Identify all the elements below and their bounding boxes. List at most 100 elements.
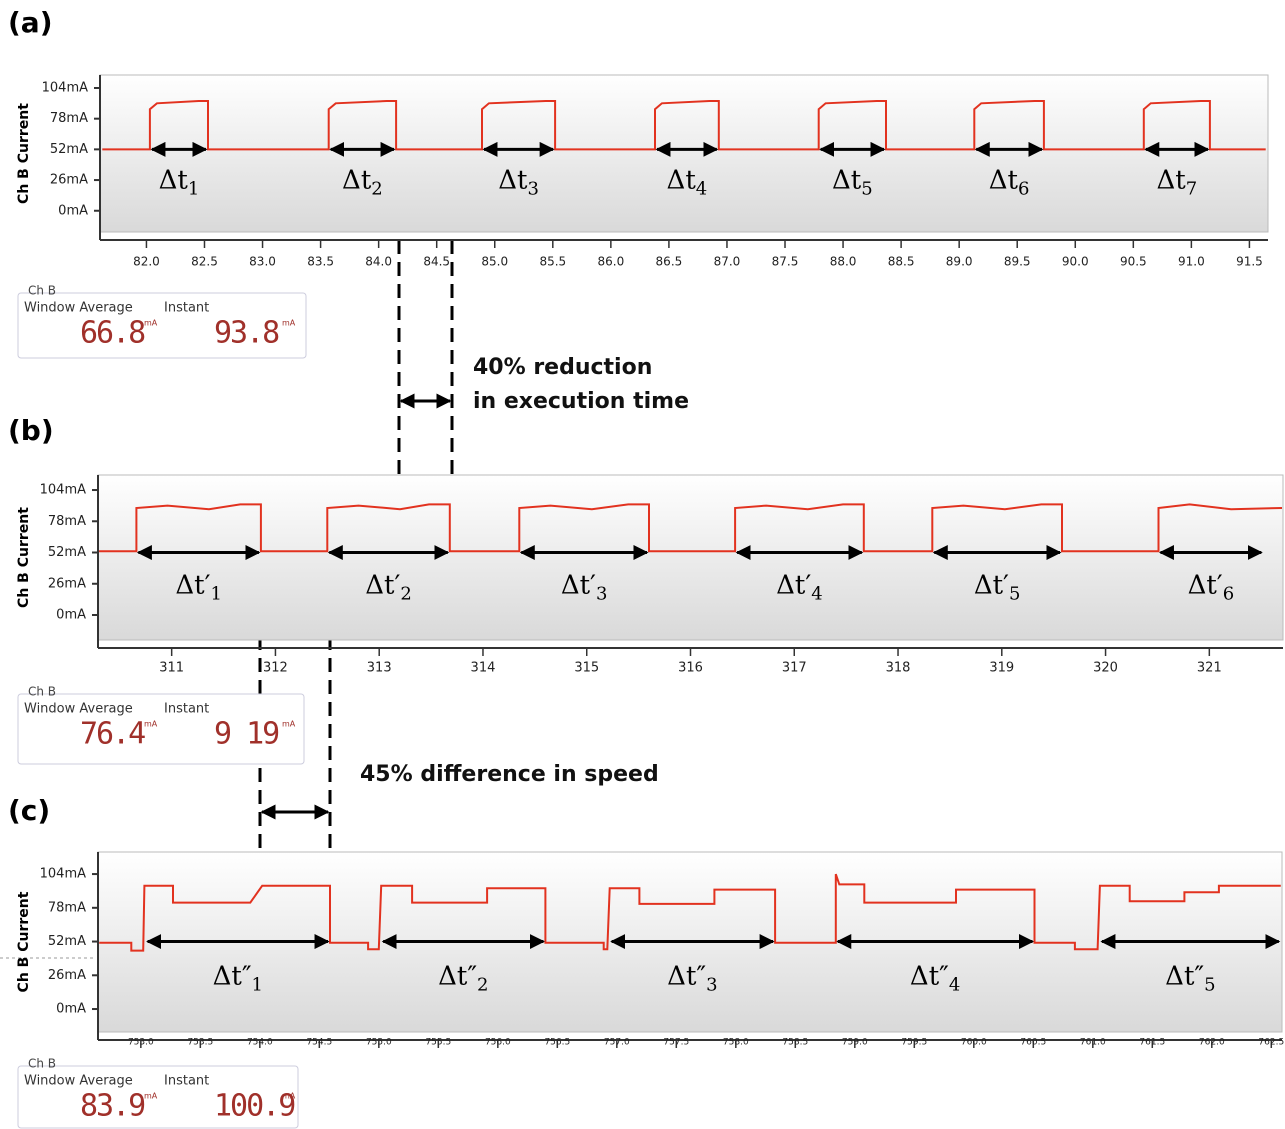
- interval-index: 1: [188, 178, 199, 199]
- x-tick-label: 88.5: [888, 255, 915, 269]
- interval-index: 5: [1204, 975, 1215, 996]
- interval-index: 5: [1009, 584, 1020, 605]
- y-tick-label: 78mA: [50, 111, 88, 126]
- x-tick-label: 317: [782, 661, 807, 676]
- interval-symbol: Δt′: [365, 571, 400, 601]
- x-tick-label: 319: [989, 661, 1014, 676]
- meter-label: Window Average: [24, 702, 133, 717]
- x-tick-label: 755.0: [366, 1038, 392, 1048]
- interval-index: 5: [861, 178, 872, 199]
- meter-instant: 93.8: [214, 316, 279, 351]
- x-tick-label: 321: [1197, 661, 1222, 676]
- interval-index: 3: [596, 584, 607, 605]
- x-tick-label: 757.0: [604, 1038, 630, 1048]
- interval-symbol: Δt′: [175, 571, 210, 601]
- x-tick-label: 313: [367, 661, 392, 676]
- y-axis-title: Ch B Current: [16, 891, 32, 992]
- interval-symbol: Δt′: [1188, 571, 1223, 601]
- x-tick-label: 758.0: [723, 1038, 749, 1048]
- y-axis-title: Ch B Current: [16, 507, 32, 608]
- y-tick-label: 0mA: [56, 608, 86, 623]
- x-tick-label: 759.0: [842, 1038, 868, 1048]
- x-tick-label: 82.0: [133, 255, 160, 269]
- page: 40% reduction in execution time 45% diff…: [0, 0, 1285, 1129]
- interval-symbol: Δt′: [561, 571, 596, 601]
- meter-label: Instant: [164, 1074, 209, 1089]
- interval-symbol: Δt: [832, 165, 862, 195]
- x-tick-label: 762.5: [1258, 1038, 1284, 1048]
- x-tick-label: 759.5: [901, 1038, 927, 1048]
- panel-label: (b): [8, 414, 54, 447]
- x-tick-label: 83.0: [249, 255, 276, 269]
- interval-symbol: Δt: [667, 165, 697, 195]
- x-tick-label: 314: [471, 661, 496, 676]
- y-tick-label: 78mA: [48, 514, 86, 529]
- y-axis-title: Ch B Current: [16, 103, 32, 204]
- x-tick-label: 85.5: [539, 255, 566, 269]
- x-tick-label: 90.5: [1120, 255, 1147, 269]
- interval-index: 2: [400, 584, 411, 605]
- y-tick-label: 26mA: [48, 576, 86, 591]
- x-tick-label: 318: [886, 661, 911, 676]
- x-tick-label: 89.0: [946, 255, 973, 269]
- interval-symbol: Δt′: [974, 571, 1009, 601]
- x-tick-label: 85.0: [481, 255, 508, 269]
- y-tick-label: 52mA: [50, 142, 88, 157]
- note: in execution time: [473, 389, 689, 414]
- interval-index: 2: [371, 178, 382, 199]
- meter-unit: mA: [282, 1092, 296, 1101]
- x-tick-label: 84.5: [423, 255, 450, 269]
- y-tick-label: 0mA: [56, 1002, 86, 1017]
- x-tick-label: 756.5: [544, 1038, 570, 1048]
- meter-label: Window Average: [24, 301, 133, 316]
- interval-index: 1: [252, 975, 263, 996]
- interval-symbol: Δt″: [667, 962, 706, 992]
- x-tick-label: 88.0: [830, 255, 857, 269]
- x-tick-label: 84.0: [365, 255, 392, 269]
- plot-area: [100, 75, 1268, 232]
- interval-index: 3: [527, 178, 538, 199]
- interval-index: 6: [1223, 584, 1234, 605]
- x-tick-label: 320: [1093, 661, 1118, 676]
- x-tick-label: 754.5: [306, 1038, 332, 1048]
- meter-unit: mA: [282, 720, 296, 729]
- interval-symbol: Δt″: [910, 962, 949, 992]
- x-tick-label: 87.5: [772, 255, 799, 269]
- x-tick-label: 89.5: [1004, 255, 1031, 269]
- interval-index: 7: [1186, 178, 1197, 199]
- interval-index: 3: [706, 975, 717, 996]
- y-tick-label: 52mA: [48, 934, 86, 949]
- interval-symbol: Δt: [159, 165, 189, 195]
- meter-unit: mA: [144, 1092, 158, 1101]
- meter-instant: 9 19: [214, 717, 279, 752]
- meter-label: Instant: [164, 301, 209, 316]
- meter-unit: mA: [144, 319, 158, 328]
- meter-average: 66.8: [80, 316, 145, 351]
- interval-index: 4: [811, 584, 822, 605]
- interval-symbol: Δt′: [776, 571, 811, 601]
- y-tick-label: 26mA: [50, 173, 88, 188]
- x-tick-label: 756.0: [485, 1038, 511, 1048]
- plot-area: [98, 475, 1283, 640]
- y-tick-label: 104mA: [40, 867, 86, 882]
- y-tick-label: 26mA: [48, 968, 86, 983]
- x-tick-label: 86.5: [656, 255, 683, 269]
- x-tick-label: 755.5: [425, 1038, 451, 1048]
- interval-index: 4: [949, 975, 960, 996]
- x-tick-label: 753.0: [128, 1038, 154, 1048]
- interval-symbol: Δt″: [1165, 962, 1204, 992]
- interval-symbol: Δt″: [213, 962, 252, 992]
- x-tick-label: 758.5: [782, 1038, 808, 1048]
- x-tick-label: 82.5: [191, 255, 218, 269]
- x-tick-label: 311: [159, 661, 184, 676]
- note: 45% difference in speed: [360, 762, 659, 787]
- x-tick-label: 760.5: [1020, 1038, 1046, 1048]
- x-tick-label: 91.5: [1236, 255, 1263, 269]
- y-tick-label: 0mA: [58, 203, 88, 218]
- x-tick-label: 91.0: [1178, 255, 1205, 269]
- meter-average: 83.9: [80, 1089, 145, 1124]
- interval-index: 4: [696, 178, 707, 199]
- meter-label: Window Average: [24, 1074, 133, 1089]
- meter-average: 76.4: [80, 717, 145, 752]
- meter-title: Ch B: [28, 284, 56, 298]
